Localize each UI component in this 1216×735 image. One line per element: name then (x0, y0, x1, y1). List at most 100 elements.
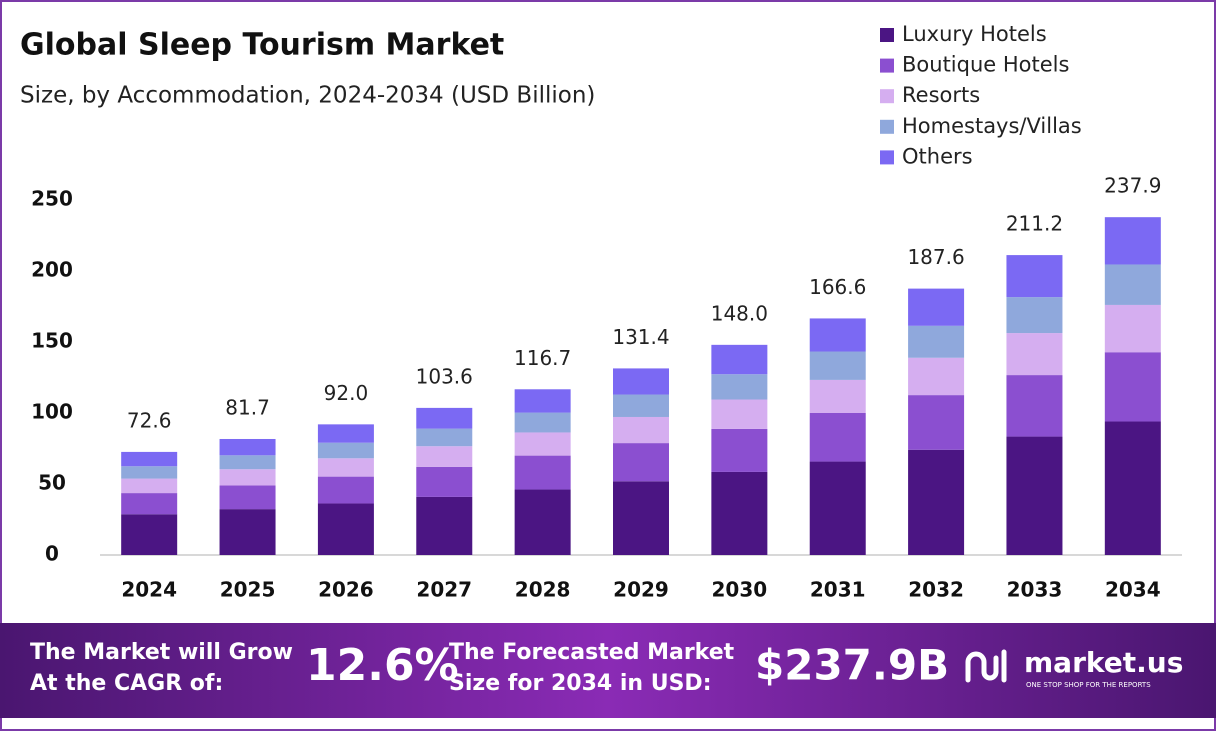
legend-swatch (880, 28, 894, 42)
legend-swatch (880, 119, 894, 134)
bar-segment (317, 442, 374, 459)
forecast-label: Size for 2034 in USD: (449, 671, 712, 696)
bar-segment (416, 446, 473, 467)
x-tick-label: 2024 (121, 578, 177, 602)
x-tick-label: 2027 (416, 578, 472, 602)
legend-label: Others (902, 144, 973, 168)
bar-segment (908, 288, 965, 326)
bar-segment (809, 351, 866, 380)
bar-segment (908, 449, 965, 555)
x-tick-label: 2030 (712, 578, 768, 602)
x-tick-label: 2032 (908, 578, 964, 602)
x-tick-label: 2029 (613, 578, 669, 602)
x-tick-label: 2031 (810, 578, 866, 602)
x-tick-label: 2025 (220, 578, 276, 602)
bar-segment (317, 476, 374, 504)
bar-segment (514, 455, 571, 490)
cagr-label: At the CAGR of: (30, 671, 223, 696)
total-label: 92.0 (324, 381, 369, 405)
bar-segment (613, 443, 669, 482)
bar-segment (121, 493, 178, 515)
bar-segment (219, 455, 276, 470)
bar-segment (1104, 304, 1161, 353)
total-label: 187.6 (907, 245, 964, 269)
bar-segment (121, 514, 178, 555)
bar-segment (514, 412, 571, 433)
bar-segment (1006, 436, 1063, 555)
legend-swatch (880, 89, 894, 104)
bar-segment (1104, 352, 1161, 422)
legend-label: Resorts (902, 83, 980, 107)
total-label: 166.6 (809, 275, 866, 299)
brand-tagline: ONE STOP SHOP FOR THE REPORTS (1026, 681, 1151, 689)
bar-segment (317, 458, 374, 477)
total-label: 72.6 (127, 408, 172, 432)
bar-segment (613, 481, 669, 555)
bar-segment (809, 461, 866, 555)
bar-segment (711, 344, 768, 375)
bar-segment (711, 399, 768, 429)
bar-segment (317, 503, 374, 555)
bar-segment (1104, 217, 1161, 265)
y-tick-label: 200 (31, 258, 73, 282)
x-tick-label: 2026 (318, 578, 374, 602)
bar-segment (514, 432, 571, 456)
total-label: 211.2 (1006, 212, 1063, 236)
bar-segment (416, 496, 473, 555)
forecast-label: The Forecasted Market (449, 640, 735, 665)
legend-swatch (880, 58, 894, 73)
bar-segment (514, 489, 571, 555)
x-tick-label: 2033 (1007, 578, 1063, 602)
bar-segment (1006, 333, 1063, 376)
bar-segment (416, 428, 473, 447)
y-tick-label: 150 (31, 329, 73, 353)
y-tick-label: 250 (31, 187, 73, 211)
y-tick-label: 100 (31, 400, 73, 424)
cagr-value: 12.6% (306, 640, 459, 691)
bar-segment (613, 368, 669, 395)
total-label: 103.6 (416, 364, 473, 388)
cagr-label: The Market will Grow (30, 640, 293, 665)
total-label: 131.4 (612, 325, 669, 349)
total-label: 81.7 (225, 395, 270, 419)
brand-name: market.us (1024, 646, 1183, 679)
footer-bg (0, 623, 1216, 718)
total-label: 237.9 (1104, 174, 1161, 198)
legend-swatch (880, 150, 894, 165)
bar-segment (809, 379, 866, 413)
plot: 0 50 100 150 200 250 72.6 2024 81.7 2025 92.0 2026 1… (31, 22, 1182, 602)
legend-label: Homestays/Villas (902, 114, 1082, 138)
bar-segment (219, 509, 276, 555)
bar-segment (908, 357, 965, 396)
total-label: 148.0 (711, 301, 768, 325)
bar-segment (809, 413, 866, 462)
bar-segment (613, 416, 669, 444)
bar-segment (219, 438, 276, 456)
bar-segment (219, 469, 276, 486)
bar-segment (1006, 375, 1063, 437)
chart-subtitle: Size, by Accommodation, 2024-2034 (USD B… (20, 83, 595, 109)
bar-segment (1104, 264, 1161, 305)
bar-segment (711, 471, 768, 555)
bar-segment (1006, 297, 1063, 334)
forecast-value: $237.9B (755, 641, 949, 690)
chart-title: Global Sleep Tourism Market (20, 28, 504, 63)
bar-segment (416, 466, 473, 497)
legend-label: Boutique Hotels (902, 53, 1069, 77)
x-tick-label: 2028 (515, 578, 571, 602)
legend-label: Luxury Hotels (902, 22, 1047, 46)
y-tick-label: 50 (38, 471, 66, 495)
bar-segment (1006, 255, 1063, 298)
bar-segment (711, 428, 768, 472)
bar-segment (711, 374, 768, 400)
bar-segment (809, 318, 866, 352)
bar-segment (908, 395, 965, 450)
bar-segment (317, 424, 374, 443)
bar-segment (219, 485, 276, 510)
bar-segment (514, 389, 571, 413)
bar-segment (121, 451, 178, 467)
y-tick-label: 0 (45, 542, 59, 566)
